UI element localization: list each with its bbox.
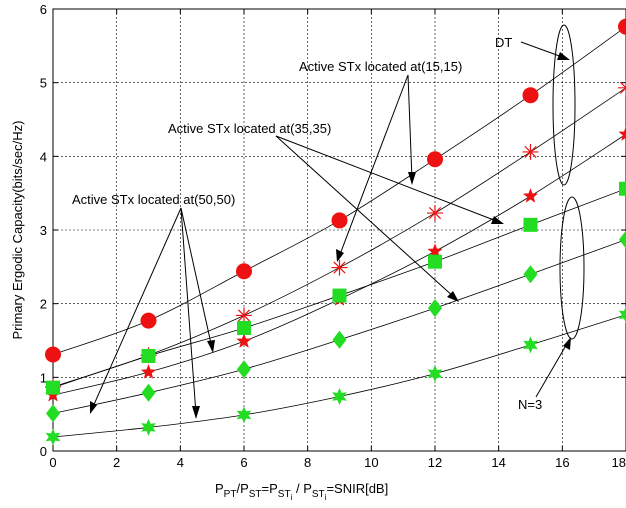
x-tick-label: 18 [612, 455, 626, 470]
marker-square-s3 [237, 320, 251, 335]
x-tick-label: 16 [555, 455, 569, 470]
marker-circle-s0 [236, 263, 252, 280]
annotation-dt: DT [495, 35, 512, 50]
x-tick-label: 4 [177, 455, 184, 470]
marker-star-s2 [618, 126, 626, 141]
marker-star-s5 [332, 387, 347, 405]
annotation-15-15: Active STx located at(15,15) [299, 59, 462, 74]
marker-diamond-s4 [332, 330, 347, 349]
series-markers [45, 18, 626, 446]
marker-star-s5 [236, 406, 252, 424]
marker-asterisk-s1 [331, 259, 348, 276]
marker-square-s3 [141, 348, 156, 363]
marker-square-s3 [619, 181, 626, 196]
marker-square-s3 [428, 254, 442, 269]
marker-diamond-s4 [46, 404, 60, 423]
y-tick-label: 0 [40, 444, 47, 459]
annotation-50-50: Active STx located at(50,50) [72, 192, 235, 207]
y-tick-label: 5 [40, 76, 47, 91]
y-tick-label: 4 [40, 149, 47, 164]
marker-circle-s0 [45, 346, 61, 363]
y-tick-label: 3 [40, 223, 47, 238]
marker-diamond-s4 [619, 230, 626, 249]
x-tick-label: 2 [113, 455, 120, 470]
marker-diamond-s4 [523, 265, 538, 284]
annotation-35-35: Active STx located at(35,35) [168, 121, 331, 136]
marker-circle-s0 [522, 87, 539, 104]
marker-square-s3 [332, 288, 347, 303]
marker-star-s5 [141, 418, 156, 436]
x-tick-label: 14 [491, 455, 505, 470]
x-tick-label: 8 [304, 455, 311, 470]
marker-diamond-s4 [141, 383, 156, 402]
marker-asterisk-s1 [236, 307, 252, 324]
marker-star-s5 [45, 428, 61, 446]
marker-star-s5 [618, 306, 626, 324]
marker-star-s5 [523, 336, 538, 354]
marker-star-s2 [140, 364, 157, 379]
x-tick-label: 6 [240, 455, 247, 470]
annotation-arrows [91, 24, 585, 415]
y-axis-label: Primary Ergodic Capacity(bits/sec/Hz) [10, 121, 25, 340]
x-tick-label: 12 [428, 455, 442, 470]
marker-square-s3 [46, 380, 60, 395]
y-tick-label: 6 [40, 2, 47, 17]
marker-star-s2 [236, 333, 252, 348]
marker-star-s5 [427, 365, 443, 383]
marker-square-s3 [523, 217, 538, 232]
marker-circle-s0 [331, 212, 348, 229]
marker-diamond-s4 [428, 299, 442, 318]
annotation-arrowheads [90, 52, 571, 419]
marker-star-s2 [522, 188, 539, 203]
y-tick-label: 2 [40, 297, 47, 312]
y-tick-label: 1 [40, 370, 47, 385]
x-tick-label: 0 [49, 455, 56, 470]
marker-circle-s0 [140, 312, 157, 329]
x-axis-label: PPT/PST=PSTi / PSTi=SNIR[dB] [215, 481, 388, 502]
annotation-n3: N=3 [518, 397, 542, 412]
marker-star-s2 [427, 243, 443, 258]
marker-asterisk-s1 [427, 205, 443, 222]
marker-circle-s0 [618, 18, 626, 35]
marker-asterisk-s1 [522, 143, 539, 160]
annotations: Active STx located at(15,15) Active STx … [72, 24, 585, 419]
marker-diamond-s4 [237, 360, 251, 379]
x-tick-label: 10 [364, 455, 378, 470]
marker-circle-s0 [427, 151, 443, 168]
